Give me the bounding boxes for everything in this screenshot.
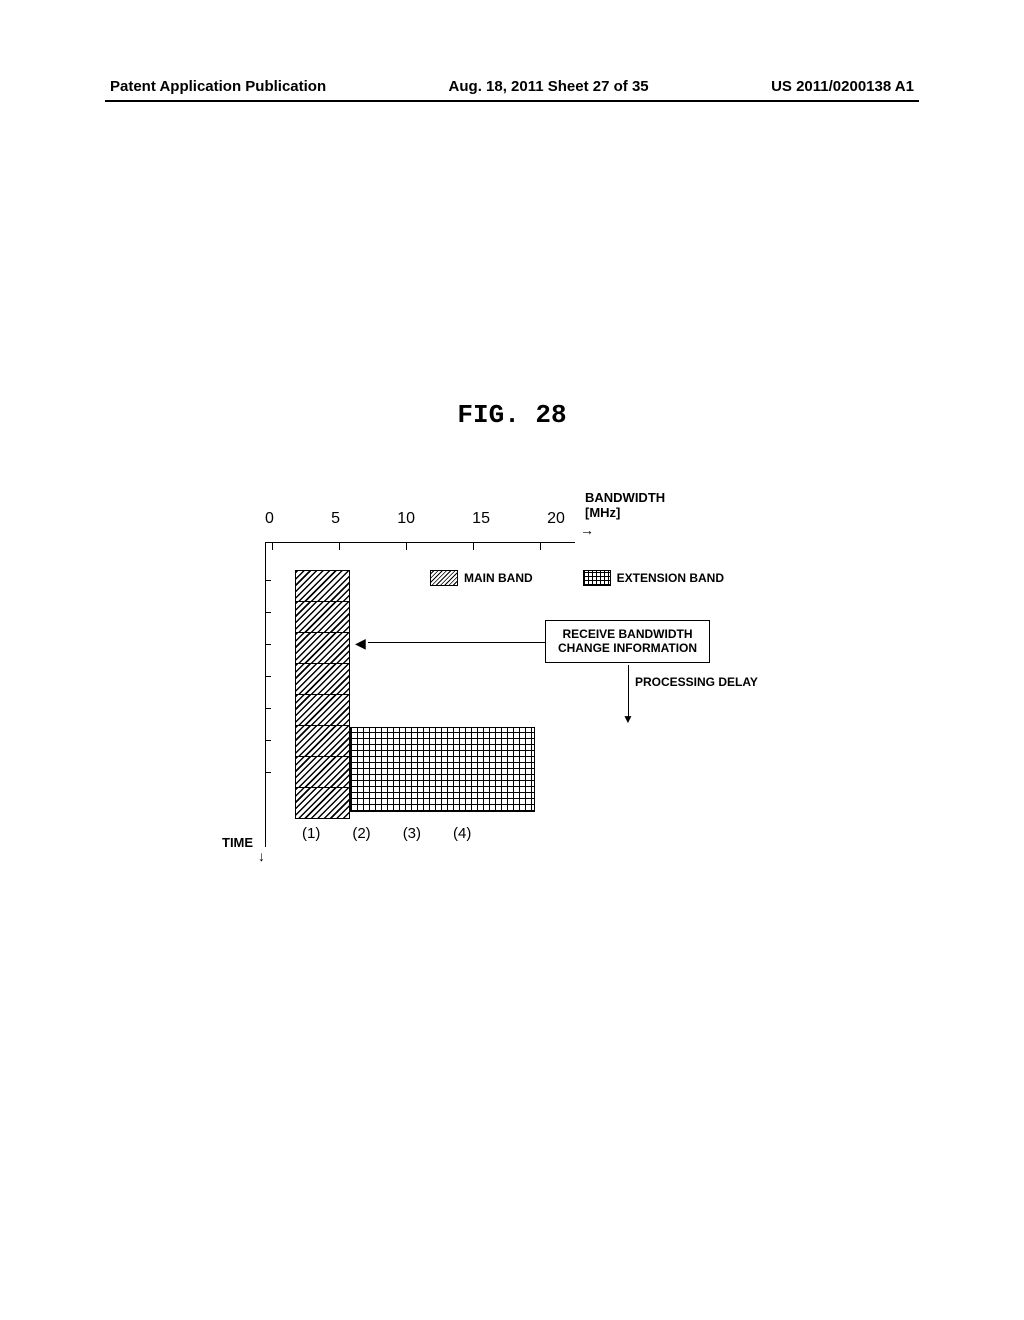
y-tick-mark: [265, 772, 271, 773]
x-tick-label: 5: [331, 510, 340, 528]
main-band-column: [295, 570, 350, 815]
x-axis-arrow-icon: →: [580, 522, 594, 538]
main-band-cell: [295, 601, 350, 633]
column-labels: (1) (2) (3) (4): [302, 825, 471, 842]
column-label: (3): [403, 825, 421, 842]
header-right: US 2011/0200138 A1: [771, 78, 914, 95]
x-tick-mark: [272, 542, 273, 550]
info-arrow-icon: ◀: [355, 635, 366, 652]
column-label: (4): [453, 825, 471, 842]
receive-bandwidth-info-box: RECEIVE BANDWIDTH CHANGE INFORMATION: [545, 620, 710, 663]
y-axis-label: TIME: [222, 835, 253, 850]
x-tick-mark: [540, 542, 541, 550]
main-band-cell: [295, 725, 350, 757]
extension-band-swatch-icon: [583, 570, 611, 586]
legend: MAIN BAND EXTENSION BAND: [430, 570, 724, 586]
info-connector-line: [368, 642, 545, 643]
column-label: (2): [352, 825, 370, 842]
y-tick-mark: [265, 580, 271, 581]
y-tick-mark: [265, 740, 271, 741]
header-center: Aug. 18, 2011 Sheet 27 of 35: [449, 78, 649, 95]
y-tick-mark: [265, 676, 271, 677]
main-band-cell: [295, 787, 350, 819]
legend-label: MAIN BAND: [464, 571, 533, 585]
x-tick-label: 20: [547, 510, 565, 528]
legend-label: EXTENSION BAND: [617, 571, 724, 585]
processing-delay-label: PROCESSING DELAY: [635, 675, 758, 689]
header-divider: [105, 100, 919, 102]
delay-arrow-icon: ▼: [622, 712, 634, 726]
column-label: (1): [302, 825, 320, 842]
legend-extension-band: EXTENSION BAND: [583, 570, 724, 586]
x-axis-line: [265, 542, 575, 543]
extension-band-block: [350, 727, 535, 812]
x-tick-label: 10: [397, 510, 415, 528]
bandwidth-diagram: BANDWIDTH [MHz] → 0 5 10 15 20 TIME ↓ MA…: [240, 490, 790, 910]
figure-title: FIG. 28: [457, 400, 566, 430]
main-band-swatch-icon: [430, 570, 458, 586]
main-band-cell: [295, 694, 350, 726]
x-tick-mark: [473, 542, 474, 550]
header-left: Patent Application Publication: [110, 78, 326, 95]
x-axis-label: BANDWIDTH [MHz]: [585, 490, 665, 520]
main-band-cell: [295, 632, 350, 664]
y-axis-arrow-icon: ↓: [258, 848, 265, 864]
y-tick-mark: [265, 644, 271, 645]
main-band-cell: [295, 570, 350, 602]
y-tick-mark: [265, 612, 271, 613]
x-tick-mark: [339, 542, 340, 550]
main-band-cell: [295, 756, 350, 788]
x-axis-ticks: 0 5 10 15 20: [265, 510, 565, 528]
y-axis-line: [265, 542, 266, 847]
y-tick-mark: [265, 708, 271, 709]
legend-main-band: MAIN BAND: [430, 570, 533, 586]
x-tick-label: 0: [265, 510, 274, 528]
x-tick-label: 15: [472, 510, 490, 528]
x-tick-mark: [406, 542, 407, 550]
main-band-cell: [295, 663, 350, 695]
